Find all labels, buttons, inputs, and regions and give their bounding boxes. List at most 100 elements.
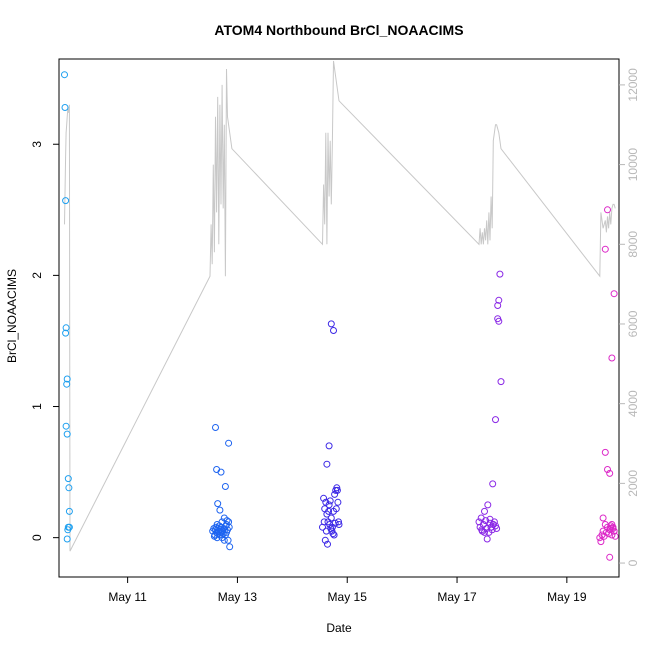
data-point [481,528,488,536]
data-point [63,535,71,543]
data-point [64,475,72,483]
data-point [65,484,73,492]
x-tick-label: May 11 [108,590,147,604]
x-tick-label: May 19 [547,590,587,604]
data-point [599,527,607,535]
data-point [495,296,503,304]
data-point [606,469,614,477]
data-point [484,501,492,509]
y-axis: 0 1 2 3 [30,141,59,541]
data-point [324,540,331,548]
data-point [608,531,616,539]
data-point [320,518,328,526]
x-tick-label: May 13 [218,590,258,604]
data-point [483,535,491,543]
data-point [212,424,219,431]
data-point [323,460,331,468]
data-point [327,514,335,522]
data-point [223,517,231,525]
data-point [65,507,73,515]
data-point [213,534,221,542]
data-point [220,536,228,544]
data-point [494,302,502,309]
data-point [335,518,342,526]
y2-tick-label: 6000 [626,310,640,337]
altitude-line [64,60,616,552]
x-tick-label: May 15 [328,590,368,604]
data-point [494,315,502,323]
data-point [496,270,504,278]
y-tick-label: 0 [30,534,44,541]
data-point [604,206,611,214]
data-point [492,416,499,424]
data-point [610,527,618,535]
data-point [325,442,333,450]
data-point [330,327,337,334]
data-point [331,519,339,527]
data-point [321,536,329,544]
data-point [486,515,494,523]
data-point [62,422,70,430]
data-point [326,497,334,505]
data-point [606,553,614,561]
data-point [62,197,70,205]
data-point [61,71,68,79]
data-point [320,494,328,502]
chart-title: ATOM4 Northbound BrCl_NOAACIMS [214,22,463,38]
y2-tick-label: 12000 [626,68,640,102]
data-point [63,375,71,383]
data-point [597,538,605,546]
data-point [601,245,609,253]
y-tick-label: 2 [30,272,44,279]
x-tick-label: May 17 [437,590,477,604]
data-point [225,439,233,447]
data-point [608,354,616,362]
data-point [599,514,607,522]
data-point [601,448,609,456]
data-point [481,507,488,515]
plot-frame [58,58,620,578]
data-point [223,521,230,528]
data-point [332,505,340,513]
data-point [334,498,342,506]
data-point [61,104,69,111]
y-tick-label: 3 [30,141,44,148]
y2-tick-label: 10000 [626,148,640,182]
data-point [604,466,611,473]
data-point [325,501,333,509]
data-point [609,523,617,531]
data-point [333,484,341,492]
data-point [611,532,619,540]
data-point [214,500,222,508]
data-point [63,430,71,438]
data-point [489,521,497,528]
x-axis: May 11 May 13 May 15 May 17 May 19 [108,577,587,604]
data-point [224,536,232,544]
data-point [610,290,618,298]
y2-axis: 0 2000 4000 6000 8000 10000 12000 [619,68,640,566]
y2-tick-label: 0 [626,559,640,566]
data-point [221,483,229,490]
points-layer [61,71,619,561]
data-point [216,506,224,514]
data-point [325,507,333,515]
data-point [62,324,70,332]
data-point [333,486,341,494]
y-tick-label: 1 [30,403,44,410]
x-axis-label: Date [326,621,352,635]
data-point [486,519,494,527]
y2-tick-label: 8000 [626,231,640,258]
data-point [327,320,335,328]
y2-tick-label: 4000 [626,390,640,417]
altitude-layer [64,60,616,552]
y2-tick-label: 2000 [626,470,640,497]
data-point [217,468,225,476]
data-point [335,521,343,528]
data-point [63,380,71,388]
data-point [226,543,234,551]
data-point [62,329,70,337]
data-point [65,523,73,531]
y-axis-label: BrCl_NOAACIMS [5,269,19,363]
